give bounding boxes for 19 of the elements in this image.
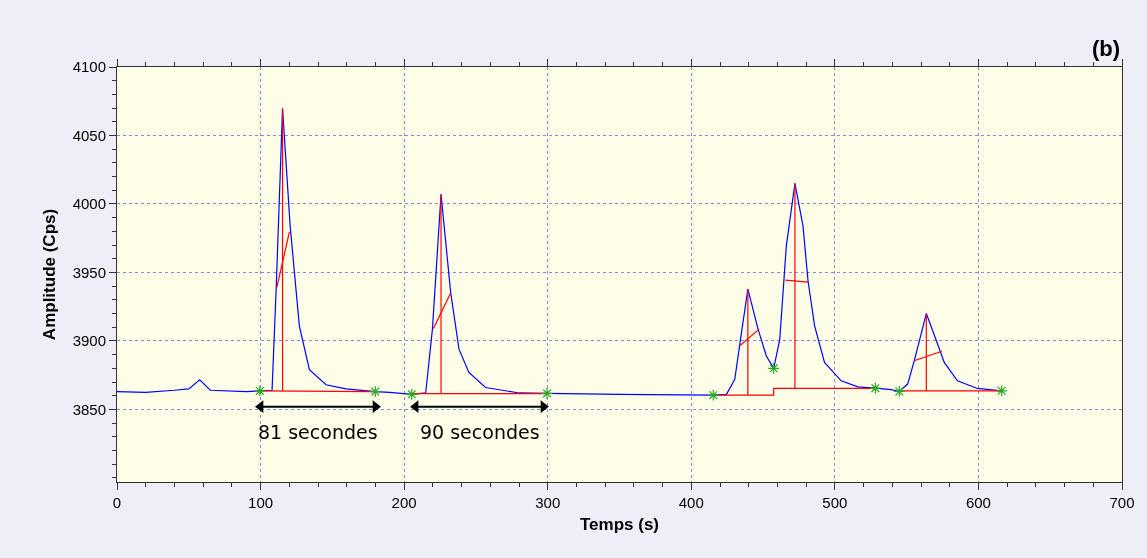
- x-tick-label: 200: [391, 494, 417, 511]
- x-tick-label: 300: [535, 494, 561, 511]
- x-tick-label: 600: [965, 494, 991, 511]
- y-axis-title: Amplitude (Cps): [40, 208, 60, 341]
- y-tick-label: 4050: [72, 126, 106, 144]
- y-tick-label: 3950: [72, 263, 106, 281]
- annotation: 90 secondes: [420, 421, 540, 443]
- x-tick-label: 400: [678, 494, 704, 511]
- y-tick-label: 3850: [72, 400, 106, 418]
- text: (b): [1092, 36, 1121, 61]
- y-tick-label: 4000: [72, 195, 106, 213]
- x-tick-label: 500: [822, 494, 848, 511]
- x-axis-title: Temps (s): [579, 515, 660, 535]
- y-tick-label: 4100: [72, 58, 106, 76]
- x-tick-label: 100: [248, 494, 274, 511]
- x-tick-label: 0: [112, 494, 122, 511]
- x-tick-label: 700: [1109, 494, 1135, 511]
- y-tick-label: 3900: [72, 332, 106, 350]
- annotation: 81 secondes: [258, 421, 378, 443]
